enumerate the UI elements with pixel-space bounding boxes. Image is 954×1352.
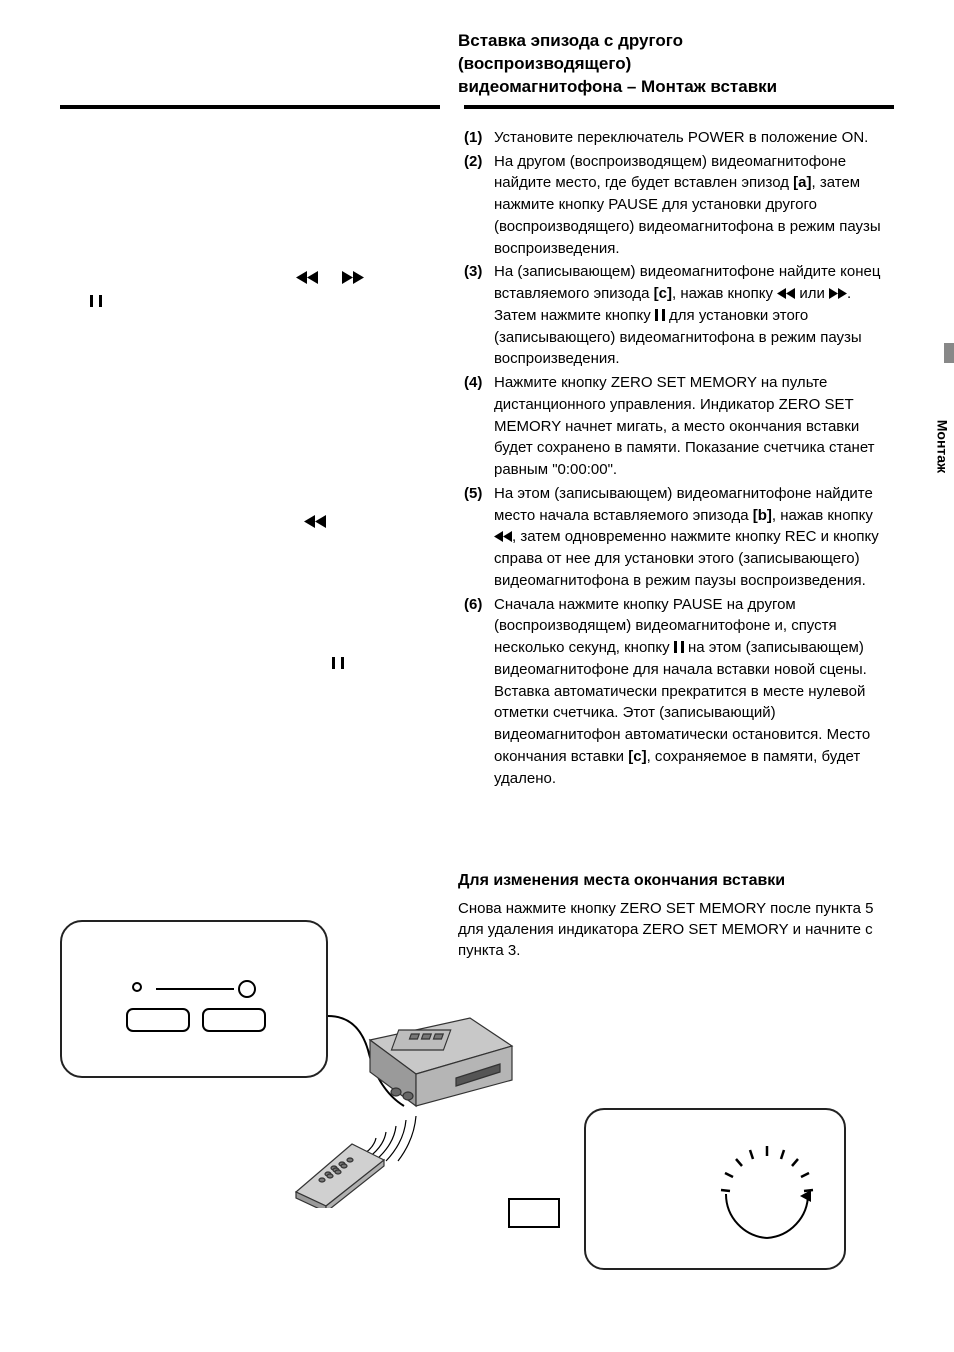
step-text: Нажмите кнопку ZERO SET MEMORY на пульте… xyxy=(494,372,894,481)
step-item: (6)Сначала нажмите кнопку PAUSE на друго… xyxy=(464,594,894,790)
section-divider xyxy=(60,105,894,109)
dial-illustration xyxy=(712,1146,822,1246)
step-number: (5) xyxy=(464,483,494,592)
rewind-icon xyxy=(296,271,318,289)
step-text: Сначала нажмите кнопку PAUSE на другом (… xyxy=(494,594,894,790)
sub-text: Снова нажмите кнопку ZERO SET MEMORY пос… xyxy=(458,898,894,961)
step-item: (5)На этом (записывающем) видеомагнитофо… xyxy=(464,483,894,592)
step-text: На этом (записывающем) видеомагнитофоне … xyxy=(494,483,894,592)
pause-icon xyxy=(90,295,102,313)
step-item: (3)На (записывающем) видеомагнитофоне на… xyxy=(464,261,894,370)
display-panel-illustration xyxy=(584,1108,846,1270)
recorder-unit-illustration xyxy=(360,1010,520,1120)
rewind-icon xyxy=(304,515,326,533)
steps-list: (1)Установите переключатель POWER в поло… xyxy=(464,127,894,790)
sub-heading: Для изменения места окончания вставки xyxy=(458,871,894,892)
remote-control-illustration xyxy=(290,1138,390,1208)
vcr-device-illustration xyxy=(60,920,328,1078)
step-number: (3) xyxy=(464,261,494,370)
title-line-3: видеомагнитофона – Монтаж вставки xyxy=(458,77,777,96)
fast-forward-icon xyxy=(342,271,364,289)
title-line-2: (воспроизводящего) xyxy=(458,54,631,73)
step-item: (4)Нажмите кнопку ZERO SET MEMORY на пул… xyxy=(464,372,894,481)
step-text: На другом (воспроизводящем) видеомагнито… xyxy=(494,151,894,260)
step-text: На (записывающем) видеомагнитофоне найди… xyxy=(494,261,894,370)
step-text: Установите переключатель POWER в положен… xyxy=(494,127,894,149)
section-title: Вставка эпизода с другого (воспроизводящ… xyxy=(60,30,894,99)
side-tab: Монтаж xyxy=(932,343,954,483)
step-number: (6) xyxy=(464,594,494,790)
step-number: (4) xyxy=(464,372,494,481)
instruction-column: (1)Установите переключатель POWER в поло… xyxy=(464,127,894,827)
step-item: (1)Установите переключатель POWER в поло… xyxy=(464,127,894,149)
pause-icon xyxy=(332,657,344,675)
step-item: (2)На другом (воспроизводящем) видеомагн… xyxy=(464,151,894,260)
left-graphics-column xyxy=(60,127,440,827)
title-line-1: Вставка эпизода с другого xyxy=(458,31,683,50)
side-tab-label: Монтаж xyxy=(934,420,950,473)
step-number: (1) xyxy=(464,127,494,149)
step-number: (2) xyxy=(464,151,494,260)
